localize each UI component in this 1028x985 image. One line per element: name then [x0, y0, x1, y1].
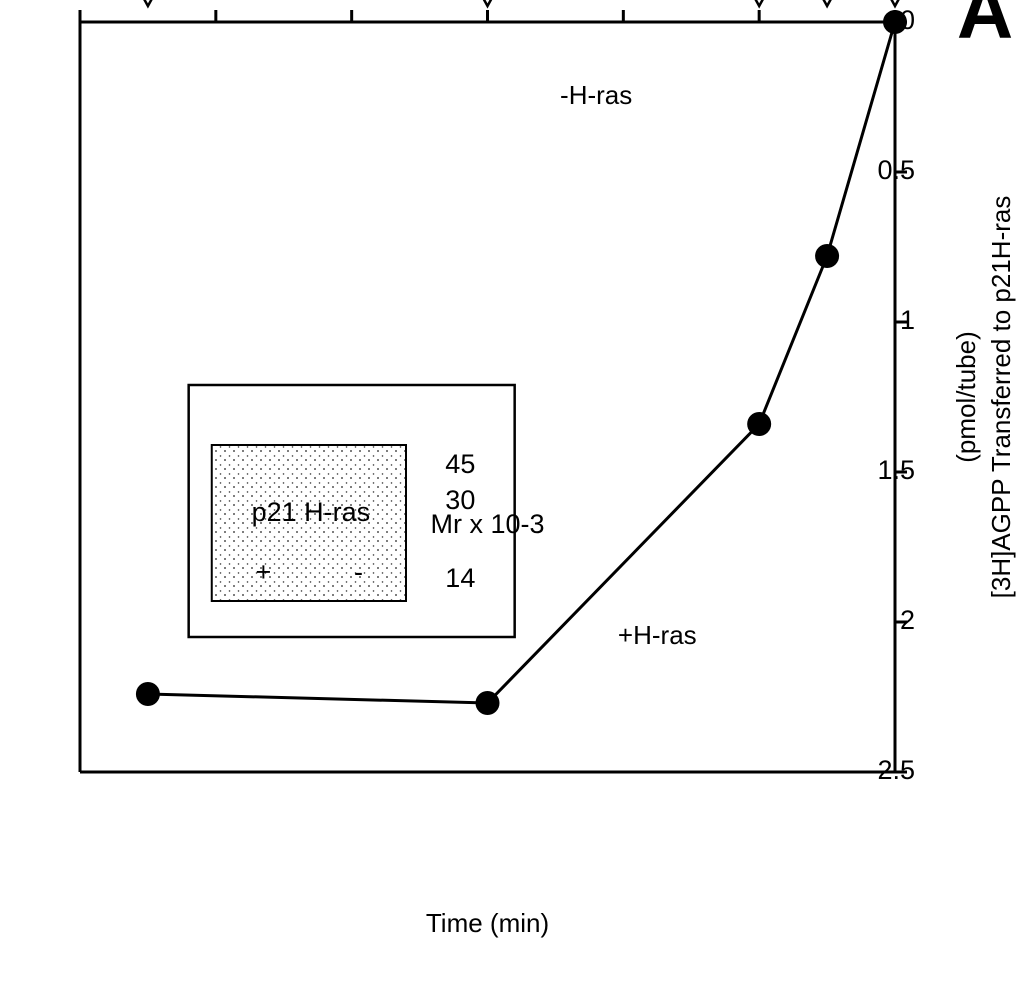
x-axis-title: Time (min): [426, 908, 549, 938]
series-label-minus-h-ras: -H-ras: [560, 80, 632, 110]
y-tick-label: 0.5: [877, 155, 915, 185]
y-tick-label: 2: [900, 605, 915, 635]
data-point-minus-h-ras: [143, 0, 153, 9]
panel-label: A: [957, 0, 1013, 55]
series-label-plus-h-ras: +H-ras: [618, 620, 697, 650]
x-tick-label: 20: [608, 0, 638, 1]
data-point-minus-h-ras: [822, 0, 832, 9]
data-point-plus-h-ras: [747, 412, 772, 436]
y-tick-label: 1.5: [877, 455, 915, 485]
data-point-plus-h-ras: [815, 244, 840, 268]
lane-group-label: p21 H-ras: [252, 497, 371, 527]
mw-marker-label: 45: [445, 449, 475, 479]
mw-marker-label: 30: [445, 485, 475, 515]
inset-axis-label: Mr x 10-3: [430, 509, 544, 539]
y-tick-label: 1: [900, 305, 915, 335]
data-point-plus-h-ras: [883, 10, 907, 34]
x-tick-label: 60: [65, 0, 95, 1]
data-point-plus-h-ras: [135, 682, 160, 706]
lane-label-plus: +: [255, 557, 271, 587]
mw-marker-label: 14: [445, 563, 475, 593]
x-tick-label: 40: [337, 0, 367, 1]
y-tick-label: 2.5: [877, 755, 915, 785]
lane-label-minus: -: [354, 557, 363, 587]
data-point-minus-h-ras: [754, 0, 764, 9]
data-point-minus-h-ras: [890, 0, 900, 9]
y-axis-subtitle: (pmol/tube): [951, 331, 981, 463]
data-point-plus-h-ras: [475, 691, 500, 715]
data-point-minus-h-ras: [482, 0, 493, 9]
y-axis-title: [3H]AGPP Transferred to p21H-ras: [986, 196, 1016, 599]
gel-image: [210, 444, 407, 602]
x-tick-label: 50: [201, 0, 231, 1]
